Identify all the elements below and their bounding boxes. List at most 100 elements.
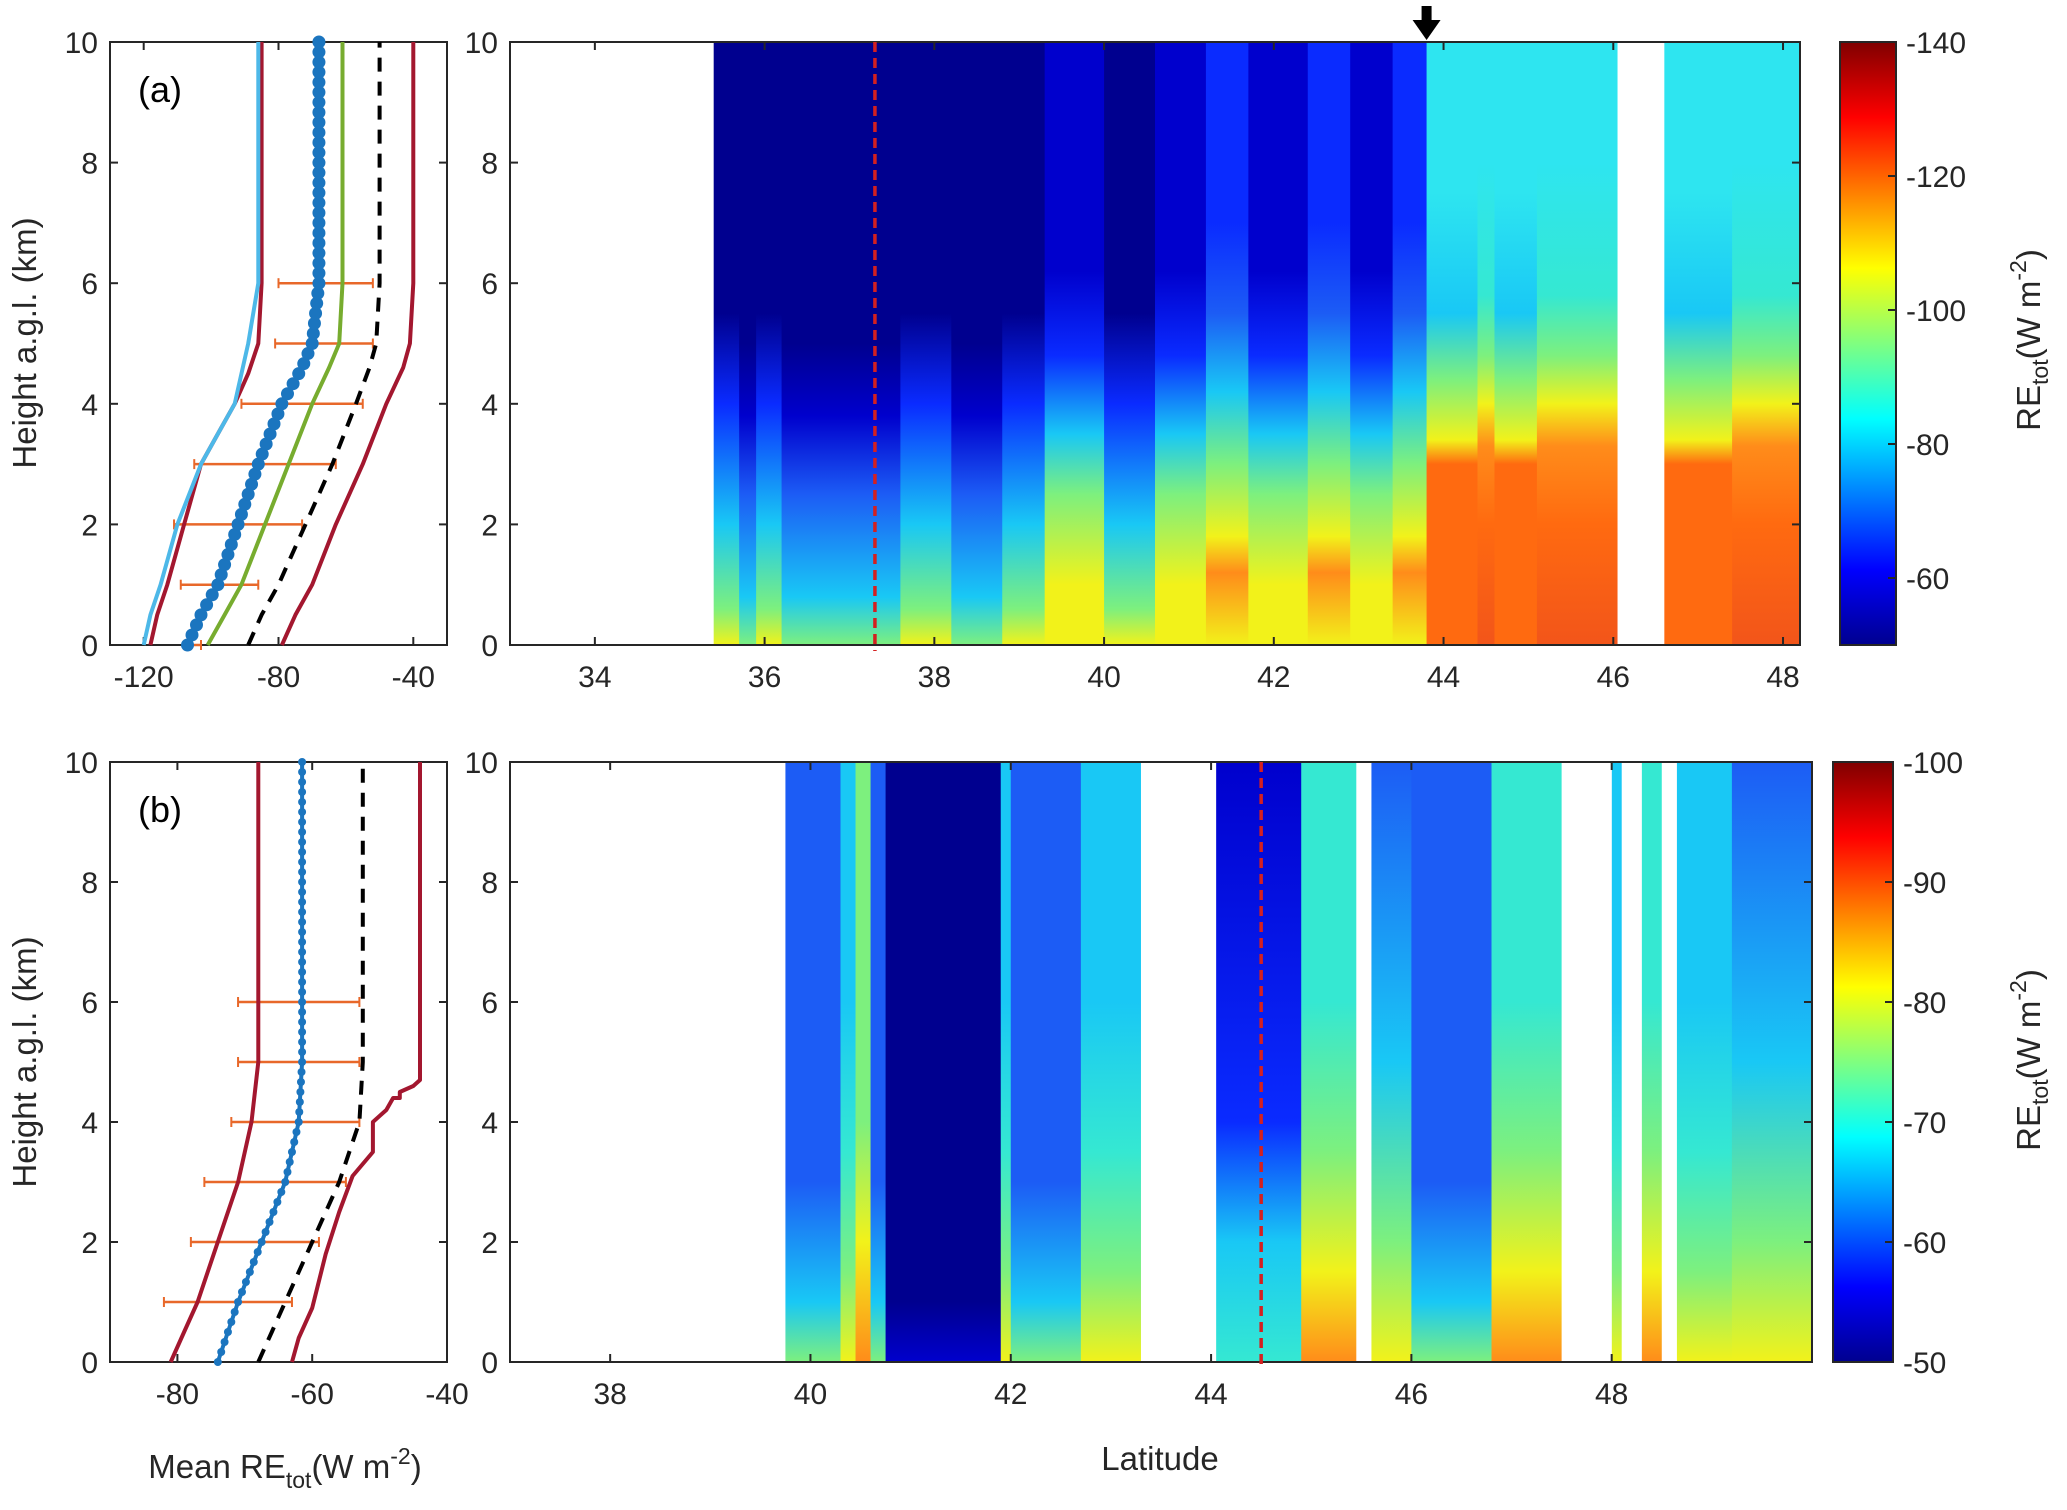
panel-a-curtain-heatmap <box>713 42 1800 645</box>
heatmap-column <box>870 762 887 1362</box>
heatmap-column <box>1000 762 1012 1362</box>
series-mean-marker <box>312 105 326 119</box>
series-green <box>205 42 345 646</box>
series-mean-marker <box>312 55 326 69</box>
y-tick-label: 0 <box>81 1347 98 1380</box>
heatmap-column <box>713 42 740 645</box>
arrow-head <box>1412 20 1441 40</box>
y-tick-label: 6 <box>81 268 98 301</box>
series-mean-marker <box>297 1068 306 1076</box>
y-tick-label: 0 <box>81 630 98 663</box>
series-mean-marker <box>211 578 225 592</box>
series-light-blue <box>141 42 261 646</box>
series-mean-marker <box>189 618 203 632</box>
y-tick-label: 0 <box>481 1347 498 1380</box>
series-mean-marker <box>238 497 252 511</box>
panel-a-profile-lines <box>141 35 416 652</box>
series-mean-marker <box>301 347 315 361</box>
heatmap-column <box>1611 762 1623 1362</box>
panel-a-profile: 0 2 4 6 8 10 -120 -80 -40 (a) <box>65 27 448 694</box>
heatmap-column <box>1664 42 1733 645</box>
data-gap <box>1617 42 1665 645</box>
series-mean-marker <box>298 1018 307 1026</box>
series-mean-marker <box>298 928 307 936</box>
x-tick-label: 46 <box>1597 661 1630 694</box>
heatmap-column <box>1477 42 1496 645</box>
series-mean-marker <box>298 808 307 816</box>
series-mean-marker <box>280 387 294 401</box>
heatmap-column <box>756 42 783 645</box>
series-mean-marker <box>181 638 195 652</box>
series-mean-marker <box>312 85 326 99</box>
y-tick-label: 8 <box>81 867 98 900</box>
heatmap-column <box>1732 42 1800 645</box>
series-mean-marker <box>312 35 326 49</box>
series-red-right <box>290 762 422 1363</box>
heatmap-column <box>815 42 901 645</box>
heatmap-column <box>1731 762 1812 1362</box>
x-tick-label: -80 <box>257 661 300 694</box>
series-mean-marker <box>312 125 326 139</box>
series-mean-marker <box>294 1118 303 1126</box>
series-mean-marker <box>249 1258 258 1266</box>
x-tick-label: -120 <box>114 661 174 694</box>
panel-b-curtain-frame <box>509 761 1813 1363</box>
y-tick-label: 4 <box>81 1107 98 1140</box>
series-black-dashed <box>246 42 382 646</box>
heatmap-column <box>1248 42 1309 645</box>
heatmap-column <box>1350 42 1394 645</box>
y-tick-label: 2 <box>81 509 98 542</box>
heatmap-column <box>1411 762 1493 1362</box>
series-mean-marker <box>312 156 326 170</box>
series-mean-marker <box>214 568 228 582</box>
y-tick-label: 0 <box>481 630 498 663</box>
series-mean-marker <box>298 968 307 976</box>
x-tick-label: 40 <box>1087 661 1120 694</box>
series-mean-marker <box>277 1188 286 1196</box>
series-mean-marker <box>298 958 307 966</box>
series-mean-marker <box>228 527 242 541</box>
colorbar-tick-label: -80 <box>1903 987 1946 1020</box>
heatmap-column <box>1205 42 1249 645</box>
series-mean-marker <box>312 146 326 160</box>
panel-b-profile: 0 2 4 6 8 10 -80 -60 -40 (b) <box>65 747 469 1411</box>
series-mean-marker <box>245 477 259 491</box>
series-mean-marker <box>312 176 326 190</box>
series-mean-marker <box>298 998 307 1006</box>
series-mean-marker <box>295 1108 304 1116</box>
series-mean-marker <box>205 588 219 602</box>
series-mean-marker <box>312 166 326 180</box>
colorbar-tick-label: -50 <box>1903 1347 1946 1380</box>
series-mean-marker <box>241 487 255 501</box>
panel-a-profile-ticks: 0 2 4 6 8 10 -120 -80 -40 <box>65 27 447 694</box>
heatmap-column <box>1080 762 1142 1362</box>
y-axis-label-a: Height a.g.l. (km) <box>6 217 43 468</box>
series-mean-marker <box>194 608 208 622</box>
colorbar-tick-label: -100 <box>1903 747 1963 780</box>
y-tick-label: 4 <box>481 1107 498 1140</box>
y-tick-label: 6 <box>481 987 498 1020</box>
series-mean-marker <box>230 1308 239 1316</box>
series-mean-marker <box>298 1058 307 1066</box>
colorbar-tick-label: -140 <box>1906 27 1966 60</box>
panel-b-colorbar: -100 -90 -80 -70 -60 -50 REtot(W m-2) <box>1832 747 2053 1380</box>
series-mean-marker <box>269 1208 278 1216</box>
series-mean-marker <box>312 206 326 220</box>
y-tick-label: 4 <box>81 389 98 422</box>
y-tick-label: 10 <box>465 27 498 60</box>
x-axis-label-profile: Mean REtot(W m-2) <box>148 1443 421 1493</box>
series-mean-marker <box>261 1228 270 1236</box>
heatmap-column <box>781 42 817 645</box>
series-mean-marker <box>217 1348 226 1356</box>
series-mean-marker <box>224 538 238 551</box>
series-mean-marker <box>312 236 326 250</box>
y-axis-label-b: Height a.g.l. (km) <box>6 936 43 1187</box>
series-mean-marker <box>298 1038 307 1046</box>
heatmap-column <box>1491 762 1563 1362</box>
data-gap <box>1356 762 1372 1362</box>
series-mean-marker <box>298 918 307 926</box>
series-mean-marker <box>218 558 232 572</box>
y-tick-label: 10 <box>465 747 498 780</box>
series-mean-marker <box>309 306 323 320</box>
